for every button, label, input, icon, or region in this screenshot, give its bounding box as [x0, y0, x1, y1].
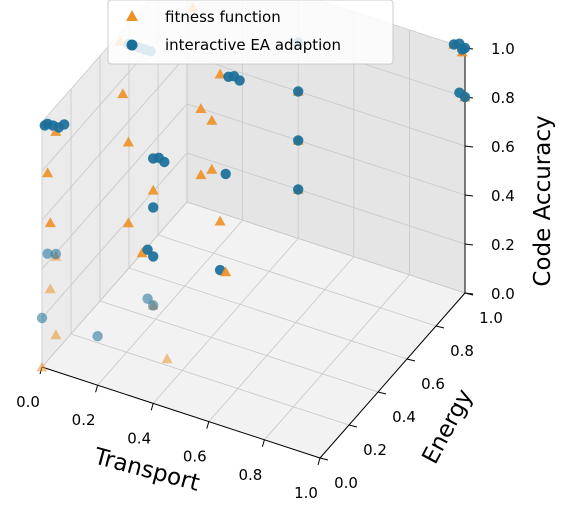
point-interactive-ea [459, 91, 471, 103]
legend-label-interactive: interactive EA adaption [165, 36, 341, 54]
y-tick-label: 0.2 [363, 441, 387, 459]
grid-line-y [157, 0, 437, 327]
point-fitness-function [214, 215, 226, 226]
point-fitness-function [220, 266, 232, 277]
floor-pane [42, 202, 465, 458]
z-tick-mark [464, 194, 474, 197]
point-fitness-function [44, 283, 56, 294]
point-interactive-ea [36, 312, 48, 324]
y-tick-label: 0.4 [392, 408, 416, 426]
point-fitness-function [122, 217, 134, 228]
x-tick-label: 0.2 [72, 411, 96, 429]
legend-marker-fitness [126, 10, 138, 21]
axis-panes [42, 0, 465, 458]
point-interactive-ea [220, 168, 231, 180]
point-fitness-function [206, 114, 218, 125]
y-tick-mark [319, 457, 329, 461]
axis-edges [39, 47, 474, 466]
point-fitness-function [50, 329, 62, 340]
point-interactive-ea [148, 202, 159, 213]
grid-line-y [99, 56, 379, 393]
point-interactive-ea [50, 248, 62, 260]
y-tick-label: 0.8 [450, 342, 474, 360]
z-tick-label: 0.0 [491, 285, 515, 303]
x-tick-mark [95, 385, 99, 393]
legend: fitness function interactive EA adaption [107, 0, 394, 65]
grid-lines [41, 0, 466, 459]
z-tick-label: 0.2 [491, 236, 515, 254]
point-fitness-function [36, 361, 48, 372]
point-fitness-function [206, 163, 218, 174]
legend-box [107, 0, 394, 65]
left-wall-pane [42, 0, 187, 367]
y-axis-line [319, 292, 466, 459]
y-tick-mark [377, 391, 387, 395]
point-fitness-function [147, 184, 159, 195]
point-interactive-ea [159, 156, 170, 168]
point-fitness-function [136, 247, 148, 258]
point-interactive-ea [148, 300, 159, 311]
z-tick-label: 0.8 [491, 89, 515, 107]
point-fitness-function [42, 167, 54, 178]
point-fitness-function [117, 88, 129, 99]
legend-marker-interactive [126, 39, 138, 51]
point-interactive-ea [42, 248, 53, 259]
x-tick-mark [206, 421, 210, 429]
x-axis-line [41, 366, 321, 459]
x-tick-label: 0.8 [238, 466, 262, 484]
point-interactive-ea [58, 119, 70, 130]
y-tick-label: 0.6 [421, 375, 445, 393]
point-interactive-ea [148, 251, 159, 262]
y-axis-label: Energy [417, 385, 478, 468]
z-axis-label: Code Accuracy [530, 115, 556, 286]
point-fitness-function [161, 353, 173, 364]
y-tick-mark [435, 325, 445, 329]
z-tick-label: 0.6 [491, 138, 515, 156]
point-interactive-ea [234, 75, 245, 86]
point-fitness-function [44, 217, 56, 228]
point-fitness-function [195, 103, 207, 113]
y-tick-label: 0.0 [334, 474, 358, 492]
point-interactive-ea [293, 86, 304, 97]
z-tick-label: 0.4 [491, 187, 515, 205]
point-fitness-function [214, 68, 226, 79]
grid-line-y [70, 89, 350, 426]
point-interactive-ea [293, 135, 304, 146]
y-tick-mark [348, 424, 358, 428]
x-tick-mark [150, 403, 154, 411]
y-tick-mark [406, 358, 416, 362]
x-tick-label: 1.0 [294, 484, 318, 502]
z-tick-mark [464, 243, 474, 246]
point-interactive-ea [92, 331, 103, 342]
x-tick-label: 0.6 [183, 448, 207, 466]
y-tick-label: 1.0 [479, 309, 503, 327]
point-fitness-function [195, 169, 207, 180]
x-tick-mark [317, 457, 321, 466]
z-tick-label: 1.0 [491, 40, 515, 58]
legend-label-fitness: fitness function [165, 8, 281, 26]
z-tick-mark [464, 145, 474, 148]
x-tick-label: 0.4 [127, 429, 151, 447]
grid-line-y [128, 23, 408, 360]
back-wall-pane [187, 0, 465, 293]
y-tick-mark [464, 292, 474, 296]
point-fitness-function [122, 136, 134, 147]
x-tick-mark [261, 439, 265, 447]
x-tick-label: 0.0 [16, 393, 40, 411]
point-interactive-ea [459, 42, 471, 54]
point-interactive-ea [293, 184, 304, 195]
tick-labels: 0.0 0.0 0.0 0.2 0.2 0.2 0.4 0.4 0.4 0.6 0.6 0.6 0.8 0… [16, 40, 515, 502]
